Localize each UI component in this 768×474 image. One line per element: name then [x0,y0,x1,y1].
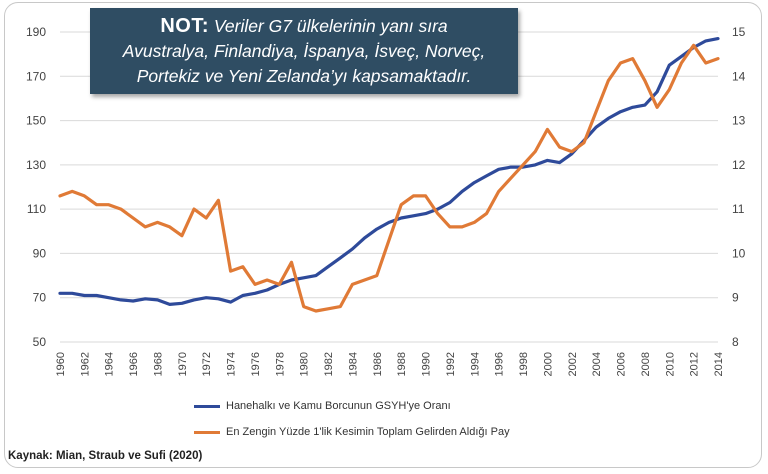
x-tick-label: 1982 [323,352,335,376]
x-tick-label: 2008 [640,352,652,376]
x-tick-label: 1988 [396,352,408,376]
y-right-tick-label: 12 [732,158,746,172]
source-text: Kaynak: Mian, Straub ve Sufi (2020) [8,450,202,462]
y-left-tick-label: 70 [33,291,47,305]
x-tick-label: 2006 [616,352,628,376]
note-line-2: Avustralya, Finlandiya, İspanya, İsveç, … [122,41,486,61]
series-lines [58,37,720,313]
legend-item-1: Hanehalkı ve Kamu Borcunun GSYH'ye Oranı [194,400,451,412]
x-tick-label: 1978 [274,352,286,376]
y-right-tick-label: 14 [732,69,746,83]
x-tick-label: 1968 [152,352,164,376]
y-left-tick-label: 170 [26,69,46,83]
y-left-tick-label: 90 [33,246,47,260]
y-left-tick-label: 50 [33,335,47,349]
note-line-1: Veriler G7 ülkelerinin yanı sıra [213,16,448,36]
y-right-tick-label: 8 [732,335,739,349]
x-axis: 1960 1962 1964 1966 1968 1970 1972 1974 1976 1978… [55,352,725,376]
x-tick-label: 2002 [567,352,579,376]
x-tick-label: 1990 [421,352,433,376]
note-line-3: Portekiz ve Yeni Zelanda’yı kapsamaktadı… [136,66,472,86]
series-line-1 [58,37,720,306]
grid-lines [60,31,718,343]
legend-label-2: En Zengin Yüzde 1'lik Kesimin Toplam Gel… [226,426,510,438]
y-left-tick-label: 130 [26,158,46,172]
x-tick-label: 1974 [226,352,238,376]
legend-swatch-1 [194,404,220,408]
x-tick-label: 1996 [494,352,506,376]
y-right-tick-label: 11 [732,202,745,216]
x-tick-label: 1964 [104,352,116,376]
note-label: NOT: [160,15,210,37]
y-left-tick-label: 110 [27,202,46,216]
note-box: NOT: Veriler G7 ülkelerinin yanı sıra Av… [90,8,518,94]
x-tick-label: 1960 [55,352,67,376]
y-right-tick-label: 15 [732,25,746,39]
x-tick-label: 1998 [518,352,530,376]
y-left-tick-label: 190 [26,25,46,39]
y-right-tick-label: 10 [732,246,746,260]
x-tick-label: 1986 [372,352,384,376]
x-tick-label: 2010 [664,352,676,376]
x-tick-label: 1962 [79,352,91,376]
x-tick-label: 1970 [177,352,189,376]
y-axis-right: 8 9 10 11 12 13 14 15 [732,25,746,349]
series-line-2 [58,43,720,313]
legend-label-1: Hanehalkı ve Kamu Borcunun GSYH'ye Oranı [226,400,451,412]
y-axis-left: 50 70 90 110 130 150 170 190 [26,25,46,349]
y-left-tick-label: 150 [26,114,46,128]
x-tick-label: 1992 [445,352,457,376]
x-tick-label: 2004 [591,352,603,376]
source-label: Kaynak: [8,450,53,462]
x-tick-label: 1972 [201,352,213,376]
source-value: Mian, Straub ve Sufi (2020) [55,450,203,462]
x-tick-label: 1966 [128,352,140,376]
x-tick-label: 1984 [347,352,359,376]
legend-swatch-2 [194,430,220,434]
x-tick-label: 1976 [250,352,262,376]
legend-item-2: En Zengin Yüzde 1'lik Kesimin Toplam Gel… [194,426,510,438]
y-right-tick-label: 9 [732,291,739,305]
x-tick-label: 2014 [713,352,725,376]
y-right-tick-label: 13 [732,114,746,128]
x-tick-label: 1994 [469,352,481,376]
x-tick-label: 2000 [542,352,554,376]
x-tick-label: 1980 [299,352,311,376]
x-tick-label: 2012 [689,352,701,376]
